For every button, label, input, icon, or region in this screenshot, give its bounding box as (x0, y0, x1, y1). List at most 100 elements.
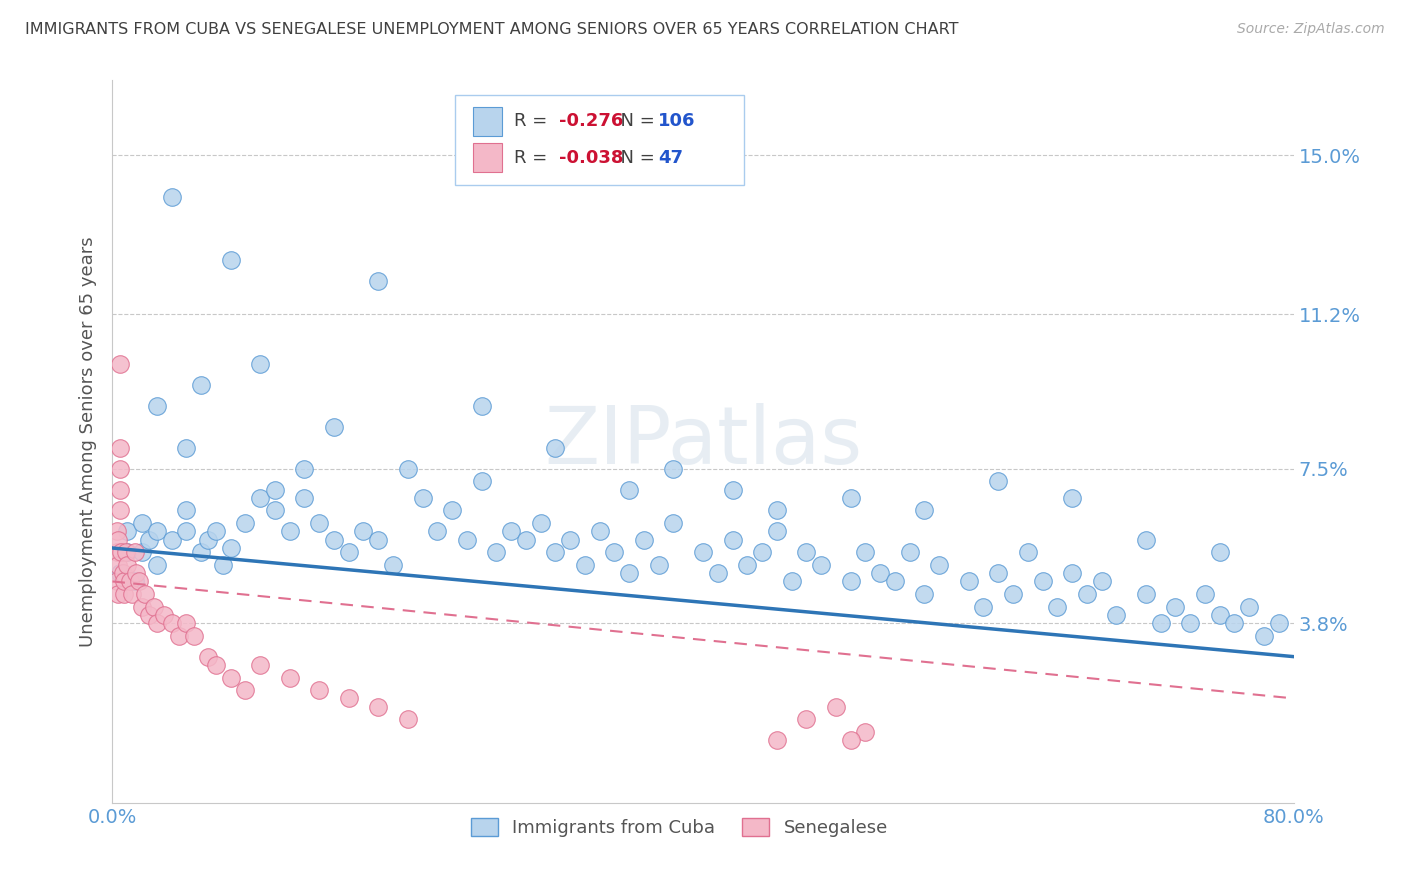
Point (987, 566, 1010, 580)
Point (108, 483, 131, 497)
Point (160, 616, 183, 631)
Text: -0.276: -0.276 (560, 112, 623, 130)
Point (128, 574, 150, 589)
Point (249, 357, 271, 371)
Point (134, 587, 156, 601)
Point (120, 574, 142, 589)
Point (190, 378, 212, 392)
Point (898, 545, 921, 559)
Point (796, 712, 818, 726)
Text: IMMIGRANTS FROM CUBA VS SENEGALESE UNEMPLOYMENT AMONG SENIORS OVER 65 YEARS CORR: IMMIGRANTS FROM CUBA VS SENEGALESE UNEMP… (25, 22, 959, 37)
Point (766, 733, 789, 747)
Point (441, 503, 464, 517)
Point (112, 574, 135, 589)
Point (124, 574, 146, 589)
Point (544, 441, 567, 455)
Text: N =: N = (609, 112, 659, 130)
Point (337, 691, 360, 706)
Point (796, 545, 818, 559)
Point (839, 574, 862, 589)
Text: Source: ZipAtlas.com: Source: ZipAtlas.com (1237, 22, 1385, 37)
Point (117, 524, 138, 539)
Point (914, 587, 936, 601)
Text: 47: 47 (658, 149, 683, 167)
Point (205, 657, 228, 672)
Point (1001, 587, 1024, 601)
Point (105, 524, 128, 539)
Point (973, 599, 995, 614)
Point (264, 503, 287, 517)
Point (1135, 533, 1157, 547)
Point (367, 699, 389, 714)
Point (233, 516, 256, 530)
Point (114, 545, 136, 559)
Point (197, 533, 219, 547)
Point (766, 503, 789, 517)
Point (112, 587, 135, 601)
Point (692, 545, 714, 559)
Point (855, 545, 877, 559)
Point (1105, 607, 1128, 622)
Point (117, 545, 138, 559)
Point (105, 545, 128, 559)
Point (105, 574, 128, 589)
Point (249, 491, 271, 505)
Point (138, 533, 160, 547)
Point (456, 533, 478, 547)
Point (108, 441, 131, 455)
Point (737, 558, 759, 572)
Point (308, 516, 330, 530)
Point (146, 558, 169, 572)
Point (138, 607, 160, 622)
Point (121, 587, 143, 601)
FancyBboxPatch shape (456, 95, 744, 185)
Point (839, 733, 862, 747)
Point (108, 357, 131, 371)
Point (485, 545, 508, 559)
Point (426, 524, 449, 539)
Point (647, 558, 671, 572)
Point (470, 474, 494, 488)
FancyBboxPatch shape (472, 107, 502, 136)
Point (1208, 607, 1232, 622)
Point (233, 683, 256, 698)
Point (1268, 616, 1291, 631)
Point (706, 566, 728, 580)
Point (633, 533, 655, 547)
Point (1239, 599, 1261, 614)
Point (146, 524, 169, 539)
Point (174, 616, 197, 631)
Point (174, 524, 197, 539)
Point (107, 558, 129, 572)
Point (146, 616, 169, 631)
Point (153, 607, 176, 622)
Text: 106: 106 (658, 112, 696, 130)
Text: N =: N = (609, 149, 659, 167)
Point (278, 671, 301, 685)
Point (110, 545, 132, 559)
Point (987, 474, 1010, 488)
Point (108, 566, 131, 580)
Point (619, 566, 641, 580)
Point (721, 533, 744, 547)
Point (810, 558, 832, 572)
Point (292, 491, 315, 505)
Point (323, 533, 346, 547)
Point (839, 491, 862, 505)
Point (174, 503, 197, 517)
Point (1091, 574, 1114, 589)
Point (884, 574, 907, 589)
Point (160, 533, 183, 547)
Point (957, 574, 980, 589)
Point (1178, 616, 1201, 631)
Point (751, 545, 773, 559)
Point (396, 712, 419, 726)
Text: R =: R = (515, 149, 553, 167)
Point (142, 599, 165, 614)
Point (529, 516, 551, 530)
Point (108, 461, 131, 475)
Text: R =: R = (515, 112, 553, 130)
Point (766, 524, 789, 539)
Point (131, 599, 153, 614)
Point (352, 524, 374, 539)
